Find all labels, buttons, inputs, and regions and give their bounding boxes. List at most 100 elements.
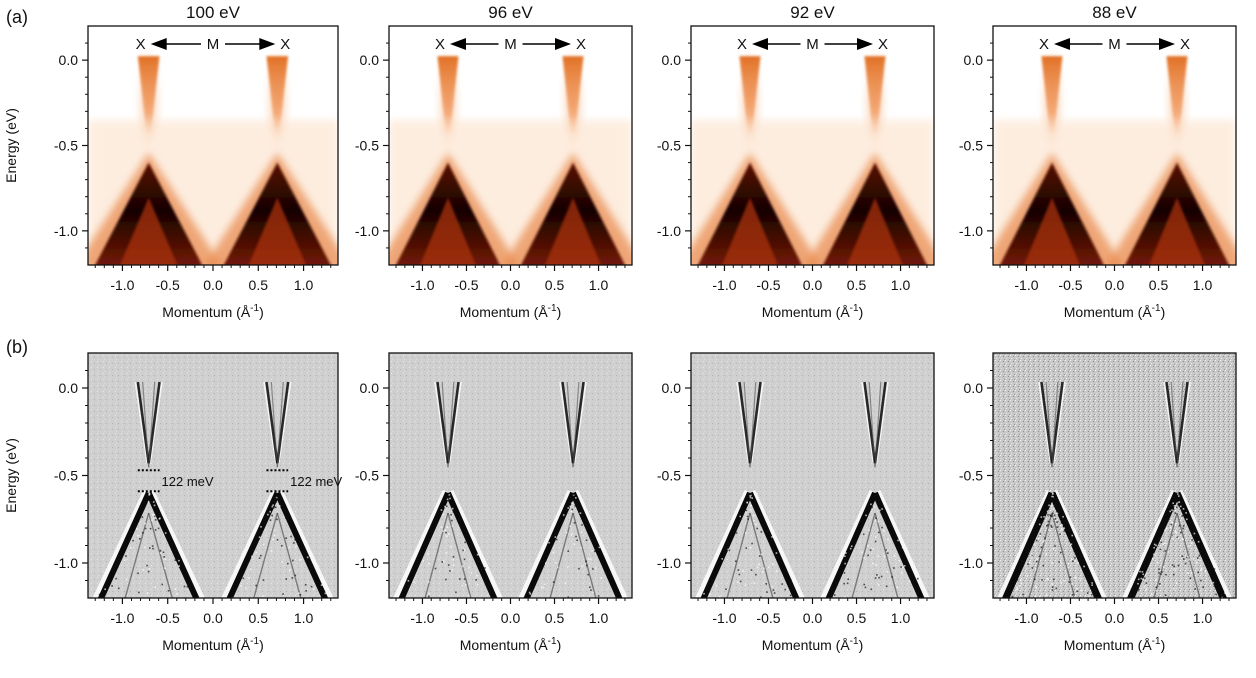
x-axis-label-sup: -1 bbox=[1152, 636, 1161, 647]
x-axis-label: Momentum (Å-1) bbox=[162, 303, 264, 320]
valence-band-interior bbox=[248, 197, 307, 265]
panel-a-2: 0.0 -0.5 -1.0 -1.0 -0.5 0.0 0.5 1.0 Momentum (Å-… bbox=[355, 3, 633, 320]
surface-state-cone bbox=[1166, 56, 1188, 134]
plot-area bbox=[389, 26, 632, 265]
valence-branch bbox=[221, 489, 281, 598]
cone-branch bbox=[736, 381, 752, 468]
x-tick-label: 1.0 bbox=[1193, 277, 1213, 293]
surface-state-cone bbox=[137, 56, 160, 134]
path-label-right: X bbox=[1180, 36, 1190, 53]
gap-label: 122 meV bbox=[290, 474, 342, 489]
path-label-center: M bbox=[1108, 36, 1121, 53]
y-axis-label: Energy (eV) bbox=[3, 108, 19, 183]
arrow-left-head bbox=[751, 38, 768, 50]
arrow-right-head bbox=[857, 38, 874, 50]
cone-branch bbox=[1163, 381, 1179, 468]
x-axis-label: Momentum (Å-1) bbox=[162, 636, 264, 653]
arrow-right-head bbox=[259, 38, 276, 50]
plot-area bbox=[88, 353, 338, 598]
x-tick-label: -1.0 bbox=[1014, 277, 1038, 293]
cone-branch bbox=[276, 381, 292, 468]
valence-branch bbox=[274, 489, 334, 598]
plot-area bbox=[691, 26, 934, 265]
path-label-left: X bbox=[136, 36, 146, 53]
gap-label: 122 meV bbox=[162, 474, 214, 489]
y-tick-label: -1.0 bbox=[657, 223, 681, 239]
x-tick-label: 1.0 bbox=[1193, 610, 1213, 626]
valence-branch bbox=[997, 489, 1056, 598]
y-tick-label: -0.5 bbox=[959, 468, 983, 484]
band-speckle bbox=[1007, 493, 1097, 598]
x-tick-label: -0.5 bbox=[454, 277, 478, 293]
x-axis-label-sup: -1 bbox=[548, 636, 557, 647]
x-tick-label: -0.5 bbox=[1058, 610, 1082, 626]
x-tick-label: -1.0 bbox=[410, 277, 434, 293]
arrow-left-head bbox=[449, 38, 466, 50]
surface-state-cone bbox=[1041, 56, 1063, 134]
y-tick-label: 0.0 bbox=[662, 52, 682, 68]
y-tick-label: 0.0 bbox=[360, 52, 380, 68]
y-tick-label: -0.5 bbox=[355, 468, 379, 484]
x-tick-label: 1.0 bbox=[891, 277, 911, 293]
path-label-left: X bbox=[1039, 36, 1049, 53]
x-tick-label: 1.0 bbox=[294, 610, 314, 626]
panel-title: 88 eV bbox=[1092, 3, 1137, 22]
x-tick-label: -0.5 bbox=[156, 277, 180, 293]
valence-branch bbox=[1173, 489, 1232, 598]
surface-state-cone bbox=[739, 56, 761, 134]
arrow-left-head bbox=[150, 38, 167, 50]
y-tick-label: -0.5 bbox=[657, 138, 681, 154]
x-tick-label: 0.0 bbox=[203, 277, 223, 293]
valence-band-interior bbox=[1024, 197, 1080, 265]
x-tick-label: 0.0 bbox=[203, 610, 223, 626]
x-axis-label: Momentum (Å-1) bbox=[762, 636, 864, 653]
y-tick-label: -0.5 bbox=[54, 138, 78, 154]
panel-title: 96 eV bbox=[488, 3, 533, 22]
y-tick-label: -0.5 bbox=[657, 468, 681, 484]
valence-band-interior bbox=[420, 197, 476, 265]
band-speckle bbox=[398, 493, 486, 598]
valence-branch bbox=[92, 489, 152, 598]
plot-background bbox=[691, 353, 934, 598]
panel-title: 100 eV bbox=[186, 3, 241, 22]
arrow-right-head bbox=[555, 38, 572, 50]
y-tick-label: -1.0 bbox=[355, 223, 379, 239]
x-tick-label: 0.0 bbox=[501, 277, 521, 293]
x-tick-label: -1.0 bbox=[712, 610, 736, 626]
x-axis-label-close: ) bbox=[259, 637, 264, 653]
x-axis-label-sup: -1 bbox=[1152, 303, 1161, 314]
path-label-right: X bbox=[878, 36, 888, 53]
plot-background bbox=[88, 353, 338, 598]
x-axis-label-close: ) bbox=[1161, 304, 1166, 320]
band-speckle bbox=[833, 494, 919, 598]
x-axis-label-sup: -1 bbox=[850, 636, 859, 647]
plot-area bbox=[389, 353, 632, 598]
x-tick-label: 0.0 bbox=[501, 610, 521, 626]
x-axis-label-close: ) bbox=[557, 304, 562, 320]
x-axis-label-sup: -1 bbox=[250, 636, 259, 647]
y-axis-label: Energy (eV) bbox=[3, 438, 19, 513]
x-tick-label: 0.0 bbox=[803, 610, 823, 626]
x-axis-label-sup: -1 bbox=[250, 303, 259, 314]
x-axis-label-main: Momentum (Å bbox=[162, 637, 251, 653]
x-axis-label: Momentum (Å-1) bbox=[1064, 303, 1166, 320]
gap-annotation: 122 meV bbox=[266, 469, 343, 493]
x-axis-label-close: ) bbox=[1161, 637, 1166, 653]
y-tick-label: -1.0 bbox=[54, 223, 78, 239]
y-tick-label: 0.0 bbox=[662, 380, 682, 396]
path-label-right: X bbox=[280, 36, 290, 53]
cone-branch bbox=[147, 381, 163, 468]
x-axis-label-close: ) bbox=[859, 304, 864, 320]
panel-title: 92 eV bbox=[790, 3, 835, 22]
x-axis-label-main: Momentum (Å bbox=[762, 637, 851, 653]
x-tick-label: 1.0 bbox=[589, 277, 609, 293]
valence-branch bbox=[393, 489, 451, 598]
x-tick-label: -0.5 bbox=[454, 610, 478, 626]
path-label-left: X bbox=[435, 36, 445, 53]
x-axis-label-sup: -1 bbox=[548, 303, 557, 314]
path-label-center: M bbox=[806, 36, 819, 53]
plot-background bbox=[389, 353, 632, 598]
x-tick-label: 1.0 bbox=[891, 610, 911, 626]
